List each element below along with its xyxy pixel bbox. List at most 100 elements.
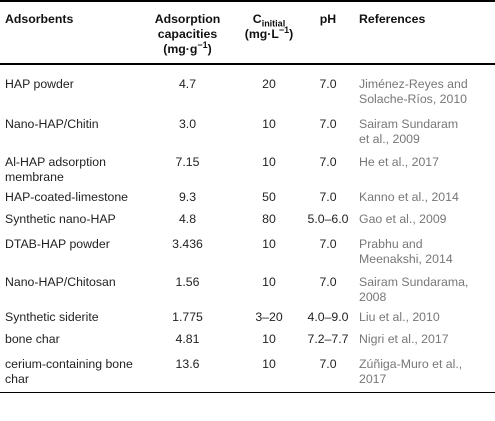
cell-capacity: 13.6 bbox=[140, 350, 235, 393]
cell-ph: 7.0 bbox=[303, 350, 353, 393]
header-ph-label: pH bbox=[319, 12, 337, 26]
cell-capacity: 4.7 bbox=[178, 77, 197, 91]
cell-reference[interactable]: Gao et al., 2009 bbox=[353, 208, 495, 230]
reference-link-line2[interactable]: Meenakshi, 2014 bbox=[359, 252, 453, 266]
cell-adsorbent: Synthetic nano-HAP bbox=[5, 212, 116, 226]
header-cinit-sub: initial bbox=[261, 18, 286, 29]
reference-link-line1[interactable]: He et al., 2017 bbox=[359, 155, 439, 169]
header-adsorbents-label: Adsorbents bbox=[5, 12, 74, 26]
table-row: Synthetic nano-HAP 4.8 80 5.0–6.0 Gao et… bbox=[0, 208, 495, 230]
cell-adsorbent: Nano-HAP/Chitosan bbox=[5, 275, 116, 289]
table-row: HAP powder 4.7 20 7.0 Jiménez-Reyes and S… bbox=[0, 64, 495, 110]
cell-c-initial: 20 bbox=[262, 77, 276, 91]
cell-ph: 7.0 bbox=[319, 117, 337, 131]
cell-capacity: 4.8 bbox=[178, 212, 197, 226]
adsorbent-comparison-table: Adsorbents Adsorption capacities (mg·g−1… bbox=[0, 1, 495, 393]
header-cinit-unit-post: ) bbox=[289, 27, 294, 41]
cell-adsorbent: HAP-coated-limestone bbox=[5, 190, 129, 204]
cell-c-initial: 10 bbox=[235, 350, 303, 393]
cell-ph: 7.2–7.7 bbox=[307, 332, 349, 346]
adsorbent-line2: char bbox=[5, 372, 29, 386]
cell-c-initial: 10 bbox=[262, 155, 276, 169]
cell-ph: 4.0–9.0 bbox=[307, 310, 349, 324]
header-cinit-unit-pre: (mg·L bbox=[244, 27, 279, 41]
cell-reference[interactable]: Sairam Sundarama, 2008 bbox=[353, 268, 495, 306]
cell-ph: 7.0 bbox=[319, 155, 337, 169]
cell-capacity: 1.775 bbox=[172, 310, 203, 324]
adsorbent-line1: Al-HAP adsorption bbox=[5, 155, 106, 169]
table-row: Synthetic siderite 1.775 3–20 4.0–9.0 Li… bbox=[0, 306, 495, 328]
header-capacity-unit-post: ) bbox=[207, 42, 212, 56]
header-capacity-unit-sup: −1 bbox=[197, 39, 208, 50]
cell-capacity: 4.81 bbox=[175, 332, 200, 346]
cell-reference[interactable]: Liu et al., 2010 bbox=[353, 306, 495, 328]
cell-capacity: 1.56 bbox=[175, 275, 200, 289]
cell-reference[interactable]: Prabhu and Meenakshi, 2014 bbox=[353, 230, 495, 268]
cell-adsorbent: Synthetic siderite bbox=[5, 310, 99, 324]
reference-link-line2[interactable]: et al., 2009 bbox=[359, 132, 420, 146]
table-header: Adsorbents Adsorption capacities (mg·g−1… bbox=[0, 1, 495, 65]
reference-link-line1[interactable]: Liu et al., 2010 bbox=[359, 310, 440, 324]
reference-link-line1[interactable]: Jiménez-Reyes and bbox=[359, 77, 468, 91]
header-capacity-unit: (mg·g−1) bbox=[163, 39, 212, 56]
cell-ph: 7.0 bbox=[319, 275, 337, 289]
adsorbent-line1: cerium-containing bone bbox=[5, 357, 133, 371]
table-row: cerium-containing bone char 13.6 10 7.0 Z… bbox=[0, 350, 495, 393]
header-capacity-line1: Adsorption bbox=[154, 12, 221, 26]
table-body: HAP powder 4.7 20 7.0 Jiménez-Reyes and S… bbox=[0, 64, 495, 393]
reference-link-line1[interactable]: Gao et al., 2009 bbox=[359, 212, 447, 226]
cell-c-initial: 80 bbox=[262, 212, 276, 226]
table-row: bone char 4.81 10 7.2–7.7 Nigri et al., … bbox=[0, 328, 495, 350]
cell-reference[interactable]: He et al., 2017 bbox=[353, 148, 495, 186]
cell-capacity: 3.0 bbox=[178, 117, 197, 131]
cell-capacity: 9.3 bbox=[178, 190, 197, 204]
table-row: Nano-HAP/Chitosan 1.56 10 7.0 Sairam Sun… bbox=[0, 268, 495, 306]
cell-capacity: 3.436 bbox=[172, 237, 203, 251]
cell-adsorbent: bone char bbox=[5, 332, 60, 346]
table-row: Nano-HAP/Chitin 3.0 10 7.0 Sairam Sundar… bbox=[0, 110, 495, 148]
cell-c-initial: 10 bbox=[262, 237, 276, 251]
cell-reference[interactable]: Kanno et al., 2014 bbox=[353, 186, 495, 208]
reference-link-line1[interactable]: Nigri et al., 2017 bbox=[359, 332, 449, 346]
cell-ph: 7.0 bbox=[319, 237, 337, 251]
header-cinit-unit-sup: −1 bbox=[278, 24, 290, 35]
header-capacity-line2: capacities bbox=[157, 27, 218, 41]
cell-adsorbent: HAP powder bbox=[5, 77, 74, 91]
table-row: DTAB-HAP powder 3.436 10 7.0 Prabhu and M… bbox=[0, 230, 495, 268]
cell-reference[interactable]: Zúñiga-Muro et al., 2017 bbox=[353, 350, 495, 393]
header-references: References bbox=[353, 1, 495, 65]
header-row: Adsorbents Adsorption capacities (mg·g−1… bbox=[0, 1, 495, 65]
cell-c-initial: 10 bbox=[262, 117, 276, 131]
reference-link-line2[interactable]: 2008 bbox=[359, 290, 387, 304]
header-cinit-main: C bbox=[252, 12, 262, 26]
header-cinit-unit: (mg·L−1) bbox=[244, 24, 294, 41]
cell-reference[interactable]: Sairam Sundaram et al., 2009 bbox=[353, 110, 495, 148]
cell-reference[interactable]: Nigri et al., 2017 bbox=[353, 328, 495, 350]
header-references-label: References bbox=[359, 12, 426, 26]
header-cinit-symbol: Cinitial bbox=[252, 12, 286, 29]
adsorbent-line2: membrane bbox=[5, 170, 64, 184]
reference-link-line2[interactable]: Solache-Ríos, 2010 bbox=[359, 92, 468, 106]
reference-link-line1[interactable]: Sairam Sundarama, bbox=[359, 275, 469, 289]
cell-ph: 7.0 bbox=[319, 77, 337, 91]
table-row: HAP-coated-limestone 9.3 50 7.0 Kanno et… bbox=[0, 186, 495, 208]
header-adsorption-capacities: Adsorption capacities (mg·g−1) bbox=[140, 1, 235, 65]
cell-adsorbent: DTAB-HAP powder bbox=[5, 237, 110, 251]
header-ph: pH bbox=[303, 1, 353, 65]
reference-link-line1[interactable]: Zúñiga-Muro et al., bbox=[359, 357, 463, 371]
cell-adsorbent: Al-HAP adsorption membrane bbox=[0, 148, 140, 186]
cell-reference[interactable]: Jiménez-Reyes and Solache-Ríos, 2010 bbox=[353, 64, 495, 110]
header-c-initial: Cinitial (mg·L−1) bbox=[235, 1, 303, 65]
cell-c-initial: 50 bbox=[262, 190, 276, 204]
header-capacity-unit-pre: (mg·g bbox=[163, 42, 198, 56]
reference-link-line1[interactable]: Sairam Sundaram bbox=[359, 117, 459, 131]
cell-c-initial: 10 bbox=[262, 332, 276, 346]
reference-link-line2[interactable]: 2017 bbox=[359, 372, 387, 386]
cell-capacity: 7.15 bbox=[175, 155, 200, 169]
reference-link-line1[interactable]: Prabhu and bbox=[359, 237, 423, 251]
table-row: Al-HAP adsorption membrane 7.15 10 7.0 He… bbox=[0, 148, 495, 186]
reference-link-line1[interactable]: Kanno et al., 2014 bbox=[359, 190, 459, 204]
cell-adsorbent: Nano-HAP/Chitin bbox=[5, 117, 99, 131]
cell-ph: 7.0 bbox=[319, 190, 337, 204]
